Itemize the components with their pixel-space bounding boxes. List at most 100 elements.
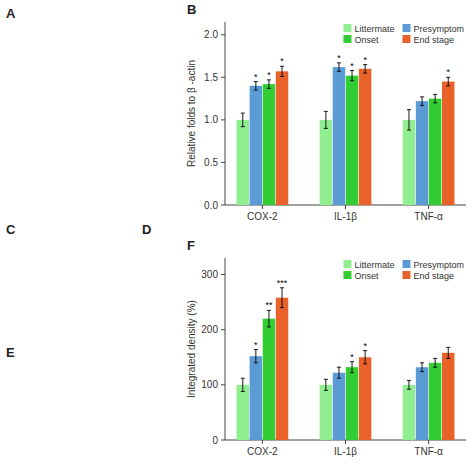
bar bbox=[333, 373, 345, 440]
error-bar bbox=[324, 111, 328, 128]
error-bar-stem bbox=[352, 71, 353, 81]
legend-label: End stage bbox=[413, 271, 454, 281]
legend-item: End stage bbox=[402, 35, 454, 45]
legend-label: Presymptom bbox=[413, 260, 464, 270]
significance-label: * bbox=[350, 61, 354, 71]
panel-title: B bbox=[187, 2, 196, 17]
error-bar-stem bbox=[255, 350, 256, 363]
y-tick bbox=[221, 162, 225, 163]
error-bar-stem bbox=[242, 378, 243, 391]
error-bar bbox=[337, 63, 341, 72]
y-tick bbox=[221, 119, 225, 120]
bar bbox=[359, 69, 371, 205]
error-bar-stem bbox=[422, 363, 423, 372]
panel-title: F bbox=[187, 238, 195, 253]
error-bar-cap bbox=[324, 128, 328, 129]
legend: Littermate Presymptom Onset End stage bbox=[343, 24, 464, 45]
error-bar bbox=[241, 378, 245, 391]
error-bar-cap bbox=[420, 371, 424, 372]
error-bar-stem bbox=[365, 65, 366, 74]
mark-labels: ******* bbox=[254, 53, 450, 82]
x-tick-label: TNF-α bbox=[414, 446, 443, 457]
error-bar-stem bbox=[282, 288, 283, 308]
error-bar-stem bbox=[435, 358, 436, 367]
significance-label: * bbox=[363, 341, 367, 351]
bar bbox=[346, 76, 358, 205]
legend-label: Onset bbox=[354, 271, 379, 281]
bar bbox=[429, 363, 441, 440]
panel: F0100200300Integrated density (%)COX-2IL… bbox=[186, 238, 466, 457]
y-tick-label: 0.0 bbox=[204, 200, 218, 211]
marks bbox=[237, 288, 455, 440]
legend-label: Onset bbox=[354, 35, 379, 45]
y-axis bbox=[225, 258, 226, 440]
bar bbox=[320, 385, 332, 440]
bar bbox=[346, 367, 358, 440]
y-tick bbox=[221, 329, 225, 330]
mark-labels: ******** bbox=[254, 278, 367, 362]
error-bar-cap bbox=[420, 362, 424, 363]
error-bar-stem bbox=[325, 379, 326, 390]
x-tick bbox=[345, 440, 346, 444]
legend-label: End stage bbox=[413, 35, 454, 45]
error-bar-cap bbox=[407, 389, 411, 390]
error-bar-cap bbox=[337, 367, 341, 368]
y-tick-label: 1.5 bbox=[204, 72, 218, 83]
error-bar-cap bbox=[267, 88, 271, 89]
significance-label: * bbox=[337, 53, 341, 63]
bar bbox=[263, 319, 275, 440]
bar bbox=[250, 86, 262, 205]
panel-letter: C bbox=[6, 222, 16, 237]
bar bbox=[237, 385, 249, 440]
x-tick bbox=[428, 205, 429, 209]
legend-swatch bbox=[343, 271, 351, 279]
bar bbox=[416, 367, 428, 440]
error-bar bbox=[254, 350, 258, 363]
error-bar-stem bbox=[365, 351, 366, 364]
error-bar bbox=[363, 65, 367, 74]
legend-item: Onset bbox=[343, 35, 379, 45]
error-bar bbox=[324, 379, 328, 390]
legend-label: Presymptom bbox=[413, 24, 464, 34]
y-tick-label: 100 bbox=[201, 379, 218, 390]
error-bar-stem bbox=[242, 113, 243, 127]
error-bar-cap bbox=[337, 378, 341, 379]
y-axis-label: Integrated density (%) bbox=[186, 300, 197, 398]
y-tick bbox=[221, 384, 225, 385]
error-bar-cap bbox=[433, 367, 437, 368]
legend-item: Littermate bbox=[343, 260, 394, 270]
bar bbox=[320, 120, 332, 205]
bar bbox=[237, 120, 249, 205]
error-bar-cap bbox=[363, 73, 367, 74]
error-bar-stem bbox=[255, 82, 256, 91]
y-tick-label: 1.0 bbox=[204, 114, 218, 125]
y-tick bbox=[221, 274, 225, 275]
x-tick-label: IL-1β bbox=[334, 446, 357, 457]
significance-label: * bbox=[267, 70, 271, 80]
error-bar bbox=[280, 66, 284, 76]
error-bar-cap bbox=[363, 363, 367, 364]
legend-item: Littermate bbox=[343, 24, 394, 34]
panel-letter: A bbox=[6, 6, 16, 21]
y-tick-label: 0.5 bbox=[204, 157, 218, 168]
y-tick-label: 2.0 bbox=[204, 29, 218, 40]
significance-label: * bbox=[350, 352, 354, 362]
error-bar bbox=[350, 71, 354, 81]
error-bar-cap bbox=[407, 380, 411, 381]
error-bar-cap bbox=[337, 71, 341, 72]
y-axis bbox=[225, 22, 226, 205]
figure: ACDEB0.00.51.01.52.0Relative folds to β … bbox=[0, 0, 474, 474]
error-bar-cap bbox=[407, 130, 411, 131]
error-bar-cap bbox=[433, 358, 437, 359]
error-bar-cap bbox=[254, 362, 258, 363]
y-tick-label: 200 bbox=[201, 324, 218, 335]
error-bar-cap bbox=[350, 80, 354, 81]
error-bar-cap bbox=[280, 307, 284, 308]
error-bar-cap bbox=[241, 113, 245, 114]
error-bar bbox=[267, 80, 271, 89]
error-bar-stem bbox=[408, 110, 409, 130]
x-tick bbox=[262, 205, 263, 209]
legend-swatch bbox=[343, 35, 351, 43]
x-tick bbox=[262, 440, 263, 444]
error-bar bbox=[241, 113, 245, 127]
